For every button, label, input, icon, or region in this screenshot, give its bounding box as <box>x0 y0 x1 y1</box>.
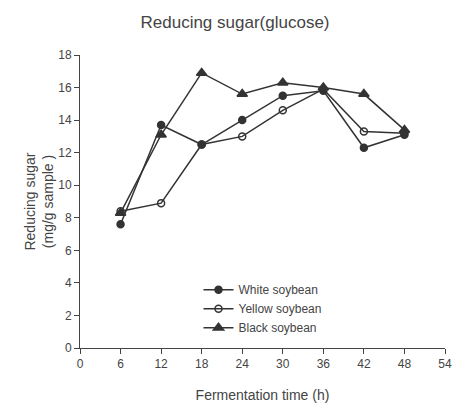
svg-text:54: 54 <box>438 357 452 371</box>
svg-text:42: 42 <box>357 357 371 371</box>
svg-text:Reducing sugar(mg/g sample ): Reducing sugar(mg/g sample ) <box>22 152 56 250</box>
svg-text:14: 14 <box>58 113 72 127</box>
svg-text:10: 10 <box>58 178 72 192</box>
svg-text:6: 6 <box>65 244 72 258</box>
svg-text:30: 30 <box>276 357 290 371</box>
svg-text:6: 6 <box>117 357 124 371</box>
svg-text:2: 2 <box>65 309 72 323</box>
svg-text:White soybean: White soybean <box>239 283 318 297</box>
svg-text:4: 4 <box>65 276 72 290</box>
svg-text:Fermentation time (h): Fermentation time (h) <box>196 387 330 403</box>
svg-text:36: 36 <box>317 357 331 371</box>
svg-text:8: 8 <box>65 211 72 225</box>
svg-text:48: 48 <box>398 357 412 371</box>
svg-text:12: 12 <box>154 357 168 371</box>
svg-text:Yellow soybean: Yellow soybean <box>239 302 322 316</box>
svg-text:24: 24 <box>236 357 250 371</box>
svg-text:18: 18 <box>195 357 209 371</box>
svg-text:18: 18 <box>58 48 72 62</box>
svg-text:Reducing sugar(glucose): Reducing sugar(glucose) <box>141 13 330 32</box>
svg-text:16: 16 <box>58 81 72 95</box>
svg-text:Black soybean: Black soybean <box>239 321 317 335</box>
svg-text:0: 0 <box>77 357 84 371</box>
svg-text:12: 12 <box>58 146 72 160</box>
svg-text:0: 0 <box>65 341 72 355</box>
